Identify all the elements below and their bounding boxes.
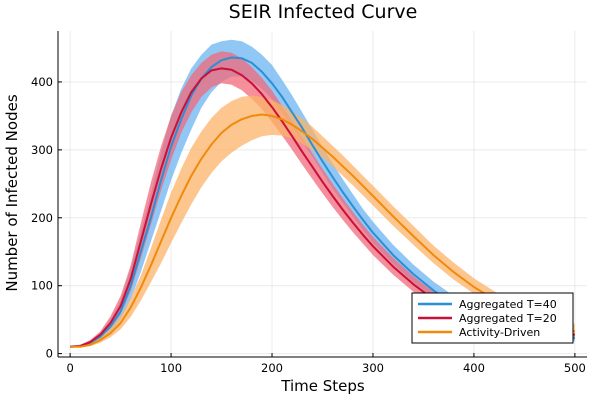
- x-axis-label: Time Steps: [280, 377, 365, 395]
- bands: [70, 39, 575, 348]
- band-series-1: [70, 39, 575, 348]
- x-tick-label: 400: [463, 361, 485, 375]
- y-axis-label: Number of Infected Nodes: [3, 94, 21, 291]
- y-tick-label: 400: [31, 75, 53, 89]
- legend-label: Aggregated T=40: [459, 298, 557, 311]
- line-series-3: [70, 113, 576, 348]
- y-tick-label: 100: [31, 279, 53, 293]
- x-tick-label: 0: [66, 361, 73, 375]
- x-tick-label: 200: [261, 361, 283, 375]
- x-tick-label: 500: [564, 361, 586, 375]
- x-tick-label: 100: [160, 361, 182, 375]
- chart-title: SEIR Infected Curve: [229, 1, 418, 23]
- axes: [57, 31, 587, 358]
- band-series-3: [70, 95, 575, 348]
- x-ticks: 0 100 200 300 400 500: [66, 353, 586, 375]
- legend-label: Aggregated T=20: [459, 312, 557, 325]
- y-tick-label: 0: [46, 347, 53, 361]
- y-tick-label: 300: [31, 143, 53, 157]
- legend-label: Activity-Driven: [459, 326, 540, 339]
- y-tick-label: 200: [31, 211, 53, 225]
- y-ticks: 0 100 200 300 400: [31, 75, 62, 361]
- x-tick-label: 300: [362, 361, 384, 375]
